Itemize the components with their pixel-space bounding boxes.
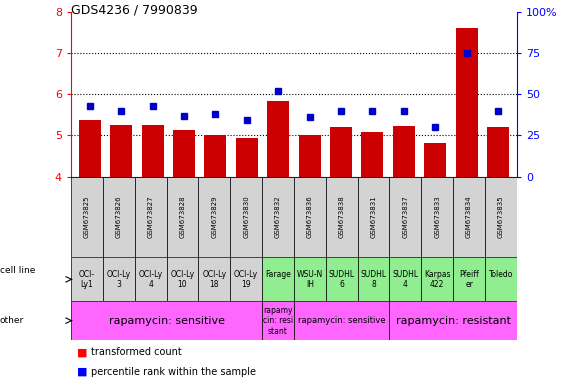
Bar xyxy=(110,125,132,177)
Text: rapamycin: resistant: rapamycin: resistant xyxy=(396,316,511,326)
Bar xyxy=(262,177,294,257)
Bar xyxy=(453,177,485,257)
Bar xyxy=(421,257,453,301)
Bar xyxy=(421,177,453,257)
Bar xyxy=(268,101,289,177)
Text: OCI-Ly
19: OCI-Ly 19 xyxy=(234,270,258,289)
Text: percentile rank within the sample: percentile rank within the sample xyxy=(91,367,256,377)
Bar xyxy=(230,177,262,257)
Bar xyxy=(358,257,390,301)
Bar xyxy=(456,28,478,177)
Text: GSM673831: GSM673831 xyxy=(370,195,377,238)
Bar xyxy=(135,257,166,301)
Bar xyxy=(361,132,383,177)
Text: Pfeiff
er: Pfeiff er xyxy=(460,270,479,289)
Bar xyxy=(103,177,135,257)
Text: GSM673832: GSM673832 xyxy=(275,195,281,238)
Bar xyxy=(103,257,135,301)
Text: Karpas
422: Karpas 422 xyxy=(424,270,450,289)
Text: GSM673836: GSM673836 xyxy=(307,195,313,238)
Text: cell line: cell line xyxy=(0,266,35,275)
Text: OCI-
Ly1: OCI- Ly1 xyxy=(79,270,95,289)
Bar xyxy=(71,257,103,301)
Text: OCI-Ly
3: OCI-Ly 3 xyxy=(107,270,131,289)
Bar xyxy=(262,257,294,301)
Bar xyxy=(71,301,262,340)
Text: GDS4236 / 7990839: GDS4236 / 7990839 xyxy=(71,4,198,17)
Text: SUDHL
4: SUDHL 4 xyxy=(392,270,419,289)
Text: GSM673837: GSM673837 xyxy=(402,195,408,238)
Bar xyxy=(326,257,358,301)
Bar xyxy=(487,127,509,177)
Bar xyxy=(262,301,294,340)
Bar xyxy=(230,257,262,301)
Bar xyxy=(294,257,326,301)
Text: other: other xyxy=(0,316,24,325)
Text: GSM673830: GSM673830 xyxy=(243,195,249,238)
Text: GSM673827: GSM673827 xyxy=(148,195,153,238)
Bar xyxy=(71,177,103,257)
Bar xyxy=(485,177,517,257)
Bar xyxy=(294,177,326,257)
Bar xyxy=(204,134,227,177)
Bar xyxy=(390,257,421,301)
Bar xyxy=(79,120,101,177)
Text: GSM673828: GSM673828 xyxy=(179,195,186,238)
Bar xyxy=(294,301,390,340)
Text: Farage: Farage xyxy=(265,270,291,289)
Text: OCI-Ly
18: OCI-Ly 18 xyxy=(202,270,227,289)
Text: GSM673838: GSM673838 xyxy=(339,195,345,238)
Text: GSM673825: GSM673825 xyxy=(84,196,90,238)
Bar xyxy=(198,177,230,257)
Bar xyxy=(173,131,195,177)
Text: GSM673829: GSM673829 xyxy=(211,195,218,238)
Text: ■: ■ xyxy=(77,347,87,357)
Text: OCI-Ly
10: OCI-Ly 10 xyxy=(170,270,194,289)
Text: SUDHL
8: SUDHL 8 xyxy=(361,270,387,289)
Bar xyxy=(236,138,258,177)
Bar xyxy=(330,127,352,177)
Text: Toledo: Toledo xyxy=(489,270,513,289)
Text: GSM673833: GSM673833 xyxy=(435,195,440,238)
Text: SUDHL
6: SUDHL 6 xyxy=(329,270,355,289)
Text: transformed count: transformed count xyxy=(91,347,182,357)
Text: rapamycin: sensitive: rapamycin: sensitive xyxy=(298,316,386,325)
Bar xyxy=(135,177,166,257)
Text: WSU-N
IH: WSU-N IH xyxy=(296,270,323,289)
Bar xyxy=(358,177,390,257)
Bar xyxy=(393,126,415,177)
Text: GSM673826: GSM673826 xyxy=(116,195,122,238)
Bar xyxy=(141,125,164,177)
Bar xyxy=(198,257,230,301)
Bar xyxy=(299,136,320,177)
Text: GSM673835: GSM673835 xyxy=(498,195,504,238)
Bar xyxy=(390,177,421,257)
Bar xyxy=(485,257,517,301)
Text: ■: ■ xyxy=(77,367,87,377)
Bar xyxy=(166,177,198,257)
Text: rapamy
cin: resi
stant: rapamy cin: resi stant xyxy=(263,306,293,336)
Bar xyxy=(424,143,446,177)
Text: OCI-Ly
4: OCI-Ly 4 xyxy=(139,270,162,289)
Text: GSM673834: GSM673834 xyxy=(466,195,472,238)
Bar xyxy=(326,177,358,257)
Text: rapamycin: sensitive: rapamycin: sensitive xyxy=(108,316,224,326)
Bar xyxy=(390,301,517,340)
Bar xyxy=(453,257,485,301)
Bar xyxy=(166,257,198,301)
